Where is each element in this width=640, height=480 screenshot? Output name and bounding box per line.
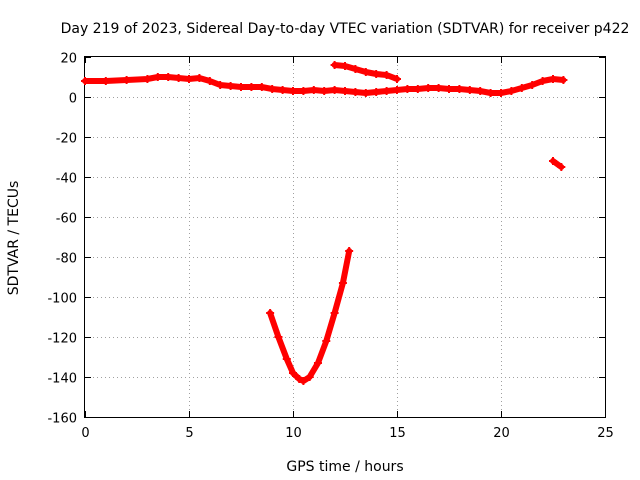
y-tick-label: -100 bbox=[47, 292, 77, 307]
y-axis-label: SDTVAR / TECUs bbox=[6, 181, 22, 296]
series-band bbox=[267, 248, 353, 384]
series-group bbox=[330, 61, 401, 83]
data-point bbox=[143, 75, 152, 83]
data-point bbox=[445, 85, 453, 93]
data-point bbox=[393, 75, 401, 83]
data-point bbox=[361, 89, 370, 97]
x-tick-label: 5 bbox=[185, 426, 193, 441]
grid bbox=[85, 57, 605, 417]
data-point bbox=[268, 85, 277, 93]
data-point bbox=[295, 375, 304, 383]
data-point bbox=[274, 333, 283, 341]
data-point bbox=[266, 309, 275, 317]
data-point bbox=[393, 86, 401, 94]
data-point bbox=[278, 86, 287, 94]
data-point bbox=[257, 83, 266, 91]
data-point bbox=[237, 83, 245, 91]
data-point bbox=[216, 81, 225, 89]
data-point bbox=[361, 68, 370, 76]
data-point bbox=[382, 87, 391, 95]
data-point bbox=[455, 85, 464, 93]
data-point bbox=[313, 359, 322, 367]
data-point bbox=[174, 74, 183, 82]
data-point bbox=[322, 337, 331, 345]
y-tick-label: -40 bbox=[56, 172, 77, 187]
data-point bbox=[164, 73, 173, 81]
y-tick-label: -20 bbox=[56, 132, 77, 147]
data-point bbox=[153, 73, 162, 81]
data-point bbox=[341, 87, 349, 95]
data-point bbox=[330, 86, 339, 94]
data-point bbox=[345, 247, 354, 255]
y-tick-label: -140 bbox=[47, 372, 77, 387]
data-point bbox=[413, 85, 422, 93]
y-tick-label: 0 bbox=[69, 92, 77, 107]
data-point bbox=[338, 279, 347, 287]
data-point bbox=[330, 309, 339, 317]
y-tick-label: -60 bbox=[56, 212, 77, 227]
x-tick-label: 15 bbox=[389, 426, 406, 441]
y-tick-label: -120 bbox=[47, 332, 77, 347]
y-tick-label: 20 bbox=[60, 52, 77, 67]
data-point bbox=[507, 87, 516, 95]
data-point bbox=[517, 84, 526, 92]
series-layer bbox=[81, 61, 568, 385]
data-point bbox=[289, 369, 297, 377]
data-point bbox=[382, 71, 391, 79]
data-point bbox=[299, 377, 308, 385]
data-point bbox=[341, 62, 349, 70]
data-point bbox=[549, 157, 557, 165]
data-point bbox=[528, 81, 537, 89]
x-tick-label: 20 bbox=[493, 426, 510, 441]
data-point bbox=[195, 74, 204, 82]
data-point bbox=[247, 83, 256, 91]
data-point bbox=[351, 65, 360, 73]
data-point bbox=[81, 77, 89, 85]
data-point bbox=[424, 84, 433, 92]
data-point bbox=[538, 77, 547, 85]
series-group bbox=[549, 157, 566, 171]
data-point bbox=[476, 87, 485, 95]
data-point bbox=[205, 77, 214, 85]
data-point bbox=[309, 86, 318, 94]
y-tick-label: -80 bbox=[56, 252, 77, 267]
data-point bbox=[351, 88, 360, 96]
data-point bbox=[465, 86, 474, 94]
data-point bbox=[320, 87, 329, 95]
data-point bbox=[282, 355, 291, 363]
data-point bbox=[372, 88, 381, 96]
x-tick-label: 10 bbox=[285, 426, 302, 441]
data-point bbox=[299, 87, 308, 95]
data-point bbox=[101, 77, 110, 85]
x-axis-label: GPS time / hours bbox=[286, 459, 403, 475]
data-point bbox=[372, 70, 381, 78]
plot-frame bbox=[84, 56, 606, 418]
data-point bbox=[226, 82, 235, 90]
series-group bbox=[266, 247, 354, 385]
series-group bbox=[81, 73, 568, 97]
data-point bbox=[330, 61, 339, 69]
data-point bbox=[185, 75, 193, 83]
data-point bbox=[497, 89, 505, 97]
data-point bbox=[549, 75, 557, 83]
axis-ticks: 0 5 10 15 20 25 20 0 -20 -40 -60 -80 -100 -120 -140 -16… bbox=[47, 52, 613, 442]
x-tick-label: 0 bbox=[81, 426, 89, 441]
x-tick-label: 25 bbox=[597, 426, 614, 441]
data-point bbox=[289, 87, 297, 95]
data-point bbox=[403, 85, 412, 93]
chart-title: Day 219 of 2023, Sidereal Day-to-day VTE… bbox=[61, 21, 630, 37]
data-point bbox=[486, 89, 495, 97]
data-point bbox=[557, 163, 566, 171]
data-point bbox=[434, 84, 443, 92]
data-point bbox=[559, 76, 568, 84]
data-point bbox=[122, 76, 131, 84]
y-tick-label: -160 bbox=[47, 412, 77, 427]
data-point bbox=[305, 373, 314, 381]
